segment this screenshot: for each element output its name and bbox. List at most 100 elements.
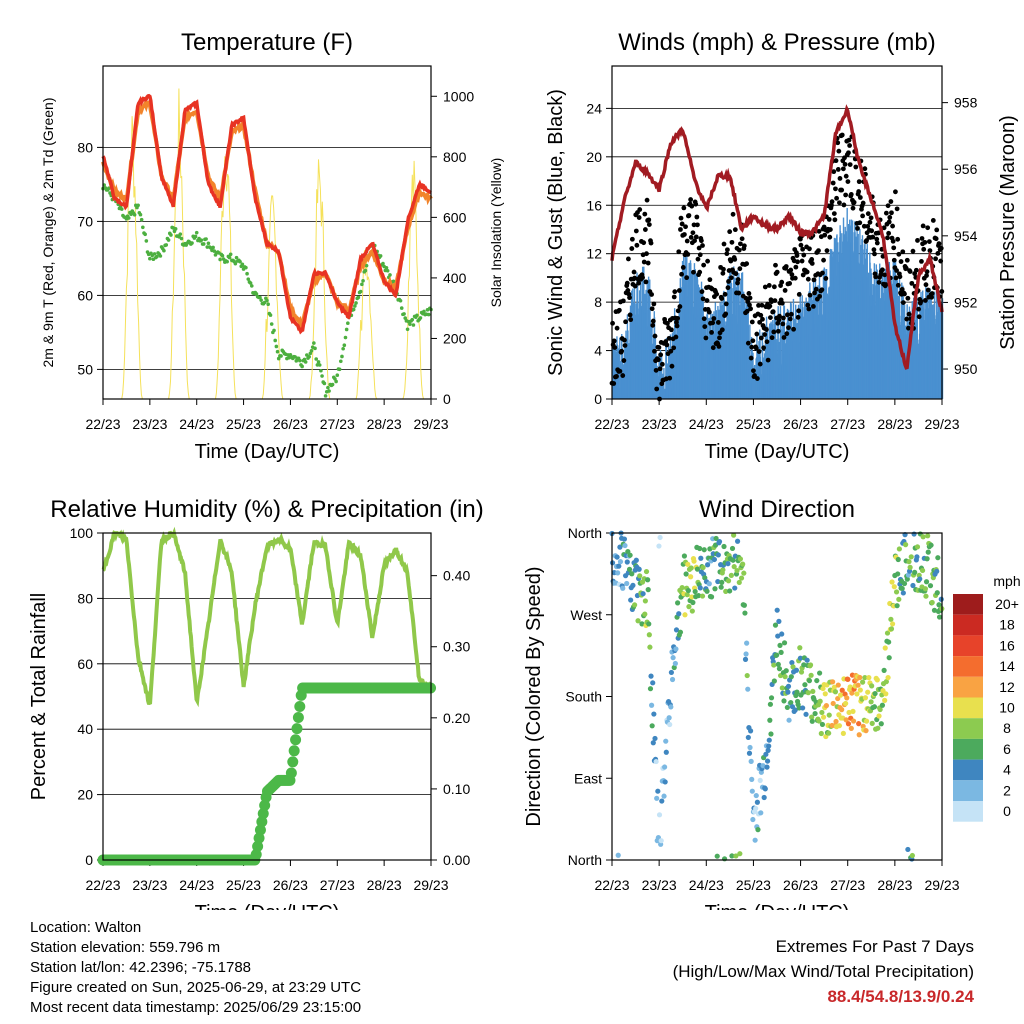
direction-point — [672, 660, 678, 667]
direction-point — [869, 683, 875, 689]
gust-point — [762, 284, 768, 290]
plot-frame — [102, 532, 432, 861]
x-tick-label: 29/23 — [413, 877, 448, 893]
gust-point — [625, 288, 631, 293]
gust-point — [686, 213, 692, 218]
x-tick-label: 25/23 — [226, 416, 261, 432]
y2-tick-label: 200 — [443, 330, 467, 346]
direction-point — [920, 534, 926, 540]
x-tick-label: 24/23 — [689, 877, 724, 893]
direction-point — [888, 616, 894, 622]
direction-point — [718, 584, 724, 590]
gust-point — [874, 240, 880, 246]
gust-point — [938, 245, 944, 251]
dewpoint-point — [193, 234, 198, 239]
x-tick-label: 29/23 — [413, 416, 448, 432]
direction-point — [620, 585, 626, 591]
dewpoint-point — [363, 268, 368, 273]
direction-point — [628, 597, 634, 603]
gust-point — [886, 230, 892, 236]
gust-point — [777, 313, 782, 319]
direction-point — [910, 582, 916, 589]
gust-point — [779, 300, 785, 306]
dewpoint-point — [410, 317, 415, 322]
recent-text: Most recent data timestamp: 2025/06/29 2… — [30, 999, 362, 1016]
direction-point — [922, 586, 929, 592]
direction-point — [874, 677, 880, 683]
gust-point — [631, 269, 637, 275]
gust-point — [737, 266, 743, 272]
direction-point — [879, 702, 886, 708]
dewpoint-point — [327, 389, 331, 393]
wind-bar — [658, 353, 660, 399]
direction-point — [657, 534, 663, 541]
x-tick-label: 28/23 — [877, 877, 912, 893]
dewpoint-point — [238, 259, 242, 264]
direction-point — [901, 580, 908, 587]
gust-point — [893, 189, 898, 195]
gust-point — [919, 236, 925, 241]
gust-point — [851, 199, 857, 205]
legend-swatch — [953, 780, 983, 801]
y-tick-label: North — [568, 525, 602, 541]
extremes-subtitle: (High/Low/Max Wind/Total Precipitation) — [672, 962, 974, 981]
gust-point — [827, 234, 833, 240]
gust-point — [752, 373, 757, 378]
gust-point — [746, 291, 752, 296]
direction-point — [876, 713, 882, 719]
direction-point — [904, 576, 910, 582]
legend-label: 8 — [1003, 720, 1011, 736]
gust-point — [632, 283, 638, 289]
direction-point — [779, 631, 785, 637]
direction-point — [767, 717, 773, 723]
direction-point — [694, 566, 701, 572]
gust-point — [674, 319, 679, 325]
gust-point — [748, 306, 753, 312]
dewpoint-point — [225, 259, 229, 264]
direction-point — [732, 585, 738, 591]
gust-point — [681, 205, 687, 211]
gust-point — [614, 374, 619, 379]
direction-point — [648, 673, 654, 679]
direction-point — [742, 610, 748, 616]
direction-point — [848, 725, 854, 731]
direction-point — [624, 559, 630, 565]
dewpoint-point — [126, 216, 131, 220]
gust-point — [839, 132, 845, 138]
gust-point — [701, 262, 707, 268]
x-tick-label: 23/23 — [642, 877, 677, 893]
direction-point — [888, 626, 895, 632]
dewpoint-point — [353, 304, 357, 308]
y2-tick-label: 950 — [954, 361, 978, 377]
direction-point — [919, 567, 926, 574]
dewpoint-point — [190, 241, 194, 245]
gust-point — [897, 274, 903, 280]
gust-point — [736, 247, 742, 253]
direction-point — [646, 621, 652, 627]
gust-point — [846, 137, 852, 143]
gust-point — [671, 294, 677, 300]
gust-point — [723, 311, 729, 317]
dewpoint-point — [162, 248, 166, 253]
gust-point — [809, 257, 815, 262]
direction-point — [679, 584, 685, 591]
direction-point — [899, 585, 905, 592]
direction-point — [647, 644, 653, 650]
dewpoint-point — [335, 373, 340, 377]
dewpoint-point — [411, 323, 416, 327]
wind-bar — [792, 298, 795, 399]
y-tick-label: 16 — [586, 197, 602, 213]
gust-point — [717, 335, 722, 341]
gust-point — [924, 269, 930, 275]
direction-point — [931, 607, 938, 613]
dewpoint-point — [309, 348, 314, 353]
precip-point — [288, 745, 300, 757]
gust-point — [669, 327, 674, 333]
dewpoint-point — [312, 341, 316, 345]
dewpoint-point — [266, 302, 270, 307]
gust-point — [678, 227, 683, 232]
direction-point — [656, 812, 663, 818]
extremes-box: Extremes For Past 7 Days (High/Low/Max W… — [673, 934, 974, 1009]
direction-point — [835, 695, 841, 702]
direction-point — [924, 556, 930, 562]
